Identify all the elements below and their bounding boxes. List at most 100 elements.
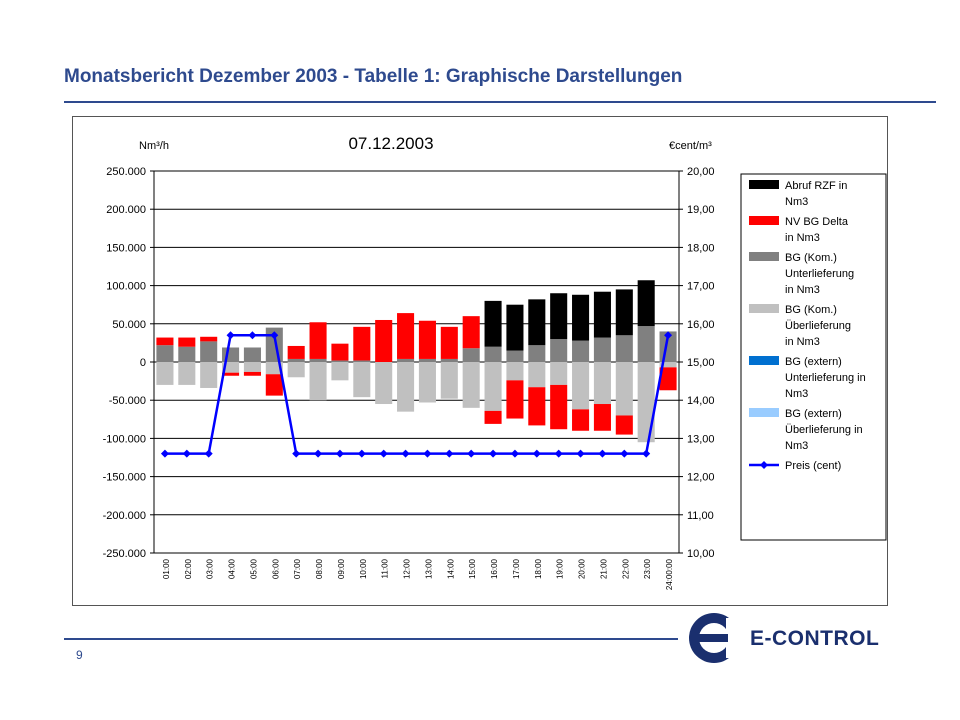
bar-segment — [637, 280, 655, 327]
bar-segment — [200, 336, 218, 342]
price-point — [489, 449, 498, 458]
bar-segment — [418, 320, 436, 359]
bar-segment — [243, 362, 261, 372]
legend-label: Abruf RZF in — [785, 180, 847, 192]
price-point — [532, 449, 541, 458]
price-point — [401, 449, 410, 458]
left-tick-label: 50.000 — [112, 319, 146, 331]
left-tick-label: -150.000 — [103, 472, 146, 484]
legend-label: in Nm3 — [785, 232, 820, 244]
bar-segment — [222, 362, 240, 373]
bar-segment — [309, 362, 327, 401]
left-tick-label: 0 — [140, 357, 146, 369]
right-tick-label: 17,00 — [687, 281, 715, 293]
bar-segment — [462, 316, 480, 349]
legend-swatch — [749, 216, 779, 225]
bar-segment — [265, 374, 283, 396]
left-tick-label: 200.000 — [106, 204, 146, 216]
bar-segment — [178, 337, 196, 347]
bar-segment — [397, 313, 415, 359]
x-tick-label: 13:00 — [424, 558, 433, 579]
left-tick-label: -200.000 — [103, 510, 146, 522]
bar-segment — [528, 345, 546, 362]
bar-segment — [506, 380, 524, 419]
x-tick-label: 11:00 — [381, 558, 390, 578]
legend-label: Überlieferung — [785, 320, 851, 332]
bar-segment — [615, 362, 633, 416]
page-title: Monatsbericht Dezember 2003 - Tabelle 1:… — [64, 66, 683, 87]
legend-label: NV BG Delta — [785, 216, 849, 228]
bar-segment — [506, 362, 524, 381]
logo-wordmark: E-CONTROL — [750, 627, 880, 650]
x-tick-label: 04:00 — [228, 558, 237, 579]
right-tick-label: 15,00 — [687, 357, 715, 369]
price-point — [204, 449, 213, 458]
left-tick-label: 150.000 — [106, 242, 146, 254]
bar-segment — [550, 293, 568, 340]
price-point — [292, 449, 301, 458]
legend-label: in Nm3 — [785, 284, 820, 296]
chart-frame: 250.000 200.000 150.000 100.000 50.000 0 -50.0… — [72, 116, 888, 606]
legend-label: Unterlieferung — [785, 268, 854, 280]
right-tick-label: 13,00 — [687, 433, 715, 445]
legend-label: BG (Kom.) — [785, 252, 837, 264]
bar-segment — [287, 345, 305, 359]
right-tick-label: 20,00 — [687, 166, 715, 178]
bar-segment — [528, 299, 546, 346]
bar-segment — [506, 304, 524, 351]
x-tick-label: 08:00 — [315, 558, 324, 579]
price-point — [642, 449, 651, 458]
bar-segment — [615, 289, 633, 336]
bar-segment — [572, 409, 590, 431]
price-point — [664, 331, 673, 340]
x-tick-label: 22:00 — [621, 558, 630, 579]
bar-segment — [572, 340, 590, 362]
combo-chart: 250.000 200.000 150.000 100.000 50.000 0 -50.0… — [103, 134, 887, 590]
bar-segment — [484, 300, 502, 347]
bar-segment — [200, 362, 218, 388]
legend-label: in Nm3 — [785, 336, 820, 348]
legend-label: Unterlieferung in — [785, 372, 866, 384]
bar-segment — [440, 326, 458, 359]
bar-segment — [484, 410, 502, 424]
bar-segment — [243, 371, 261, 376]
right-tick-label: 12,00 — [687, 472, 715, 484]
x-tick-label: 05:00 — [249, 558, 258, 579]
right-tick-label: 10,00 — [687, 548, 715, 560]
legend-marker — [760, 461, 768, 469]
x-tick-label: 23:00 — [643, 558, 652, 579]
bar-segment — [528, 387, 546, 426]
x-tick-label: 16:00 — [490, 558, 499, 579]
price-point — [379, 449, 388, 458]
bar-segment — [615, 335, 633, 362]
x-tick-label: 07:00 — [293, 558, 302, 579]
bar-segment — [593, 337, 611, 362]
bar-segment — [178, 362, 196, 385]
bar-segment — [506, 350, 524, 362]
left-tick-label: -50.000 — [109, 395, 146, 407]
x-tick-label: 20:00 — [578, 558, 587, 579]
bar-segment — [331, 360, 349, 362]
price-point — [576, 449, 585, 458]
bar-segment — [659, 362, 677, 368]
x-tick-label: 24:00:00 — [665, 558, 674, 590]
right-tick-label: 19,00 — [687, 204, 715, 216]
bar-segment — [659, 367, 677, 391]
price-point — [270, 331, 279, 340]
bar-segment — [287, 362, 305, 378]
bar-segment — [375, 319, 393, 362]
legend-swatch — [749, 252, 779, 261]
bar-segment — [637, 362, 655, 443]
bar-segment — [222, 372, 240, 376]
x-tick-label: 14:00 — [446, 558, 455, 579]
price-point — [357, 449, 366, 458]
right-tick-label: 11,00 — [687, 510, 714, 522]
x-tick-label: 12:00 — [403, 558, 412, 579]
bar-segment — [331, 362, 349, 381]
bar-segment — [462, 362, 480, 408]
legend-label: Überlieferung in — [785, 424, 863, 436]
bar-segment — [440, 358, 458, 362]
e-control-logo-mark — [689, 613, 744, 663]
x-tick-label: 15:00 — [468, 558, 477, 579]
chart-title: 07.12.2003 — [348, 134, 433, 153]
